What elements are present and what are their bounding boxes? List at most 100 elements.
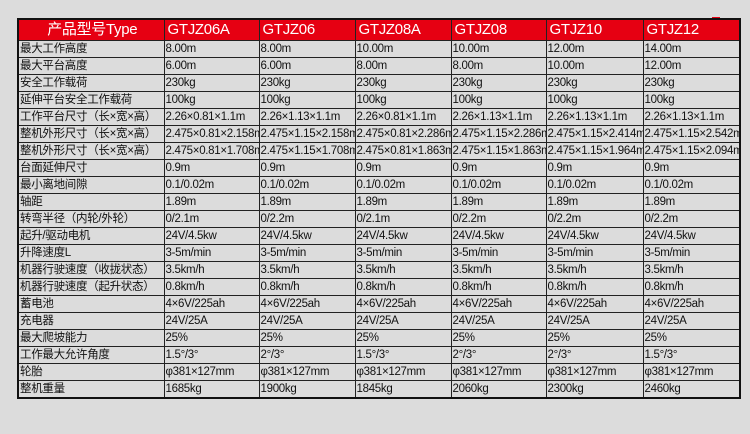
spec-label: 整机外形尺寸（长×宽×高） xyxy=(17,125,165,143)
header-type-label: 产品型号Type xyxy=(17,18,165,41)
header-model: GTJZ12 xyxy=(642,18,741,41)
spec-value: 4×6V/225ah xyxy=(450,295,547,313)
spec-value: φ381×127mm xyxy=(258,363,356,381)
spec-value: 4×6V/225ah xyxy=(545,295,644,313)
spec-value: 0.1/0.02m xyxy=(450,176,547,194)
table-row: 最小离地间隙 0.1/0.02m 0.1/0.02m 0.1/0.02m 0.1/0.0… xyxy=(17,176,741,194)
spec-value: 0.8km/h xyxy=(354,278,452,296)
spec-value: 25% xyxy=(450,329,547,347)
spec-value: 2.475×1.15×1.964m xyxy=(545,142,644,160)
spec-value: 0.1/0.02m xyxy=(258,176,356,194)
spec-value: 230kg xyxy=(354,74,452,92)
spec-value: 24V/4.5kw xyxy=(450,227,547,245)
table-row: 起升/驱动电机 24V/4.5kw 24V/4.5kw 24V/4.5kw 24V/4.… xyxy=(17,227,741,245)
spec-value: 2.475×1.15×2.414m xyxy=(545,125,644,143)
spec-value: 230kg xyxy=(450,74,547,92)
spec-value: 24V/25A xyxy=(642,312,741,330)
spec-value: 4×6V/225ah xyxy=(258,295,356,313)
spec-value: 8.00m xyxy=(163,40,260,58)
spec-value: 2.26×1.13×1.1m xyxy=(258,108,356,126)
spec-value: 24V/4.5kw xyxy=(258,227,356,245)
spec-value: 0.9m xyxy=(450,159,547,177)
spec-value: 2.26×0.81×1.1m xyxy=(354,108,452,126)
header-model: GTJZ06A xyxy=(163,18,260,41)
spec-value: 1.5°/3° xyxy=(354,346,452,364)
spec-value: 1.89m xyxy=(163,193,260,211)
spec-value: 2.26×1.13×1.1m xyxy=(642,108,741,126)
spec-value: 8.00m xyxy=(450,57,547,75)
spec-value: 1.89m xyxy=(450,193,547,211)
spec-label: 整机外形尺寸（长×宽×高） xyxy=(17,142,165,160)
spec-value: 0.9m xyxy=(163,159,260,177)
spec-value: 8.00m xyxy=(354,57,452,75)
spec-value: 3.5km/h xyxy=(642,261,741,279)
spec-value: 6.00m xyxy=(258,57,356,75)
spec-label: 工作最大允许角度 xyxy=(17,346,165,364)
spec-value: 25% xyxy=(258,329,356,347)
spec-value: 2.475×0.81×1.863m xyxy=(354,142,452,160)
table-row: 安全工作载荷 230kg 230kg 230kg 230kg 230kg 230kg xyxy=(17,74,741,92)
header-model: GTJZ08A xyxy=(354,18,452,41)
spec-value: 0.9m xyxy=(354,159,452,177)
spec-value: 2300kg xyxy=(545,380,644,399)
table-row: 最大平台高度 6.00m 6.00m 8.00m 8.00m 10.00m 12.00m xyxy=(17,57,741,75)
table-row: 台面延伸尺寸 0.9m 0.9m 0.9m 0.9m 0.9m 0.9m xyxy=(17,159,741,177)
spec-label: 升降速度L xyxy=(17,244,165,262)
spec-value: 24V/4.5kw xyxy=(354,227,452,245)
spec-label: 转弯半径（内轮/外轮） xyxy=(17,210,165,228)
spec-value: 3-5m/min xyxy=(163,244,260,262)
spec-value: 0.9m xyxy=(545,159,644,177)
spec-value: 12.00m xyxy=(545,40,644,58)
spec-value: 24V/4.5kw xyxy=(642,227,741,245)
spec-value: 100kg xyxy=(450,91,547,109)
spec-value: 3.5km/h xyxy=(545,261,644,279)
spec-value: 0.8km/h xyxy=(258,278,356,296)
spec-value: 0.1/0.02m xyxy=(354,176,452,194)
spec-value: 3.5km/h xyxy=(450,261,547,279)
table-row: 蓄电池 4×6V/225ah 4×6V/225ah 4×6V/225ah 4×6V/22… xyxy=(17,295,741,313)
spec-value: 0/2.1m xyxy=(163,210,260,228)
table-row: 最大工作高度 8.00m 8.00m 10.00m 10.00m 12.00m 14.00m xyxy=(17,40,741,58)
spec-label: 最大平台高度 xyxy=(17,57,165,75)
spec-label: 工作平台尺寸（长×宽×高） xyxy=(17,108,165,126)
spec-value: φ381×127mm xyxy=(354,363,452,381)
spec-value: φ381×127mm xyxy=(545,363,644,381)
spec-value: 8.00m xyxy=(258,40,356,58)
spec-value: 0.9m xyxy=(258,159,356,177)
spec-value: 2.475×1.15×1.863m xyxy=(450,142,547,160)
spec-value: 100kg xyxy=(163,91,260,109)
spec-value: 25% xyxy=(354,329,452,347)
spec-label: 台面延伸尺寸 xyxy=(17,159,165,177)
table-row: 整机外形尺寸（长×宽×高） 2.475×0.81×1.708m 2.475×1.15… xyxy=(17,142,741,160)
spec-value: 100kg xyxy=(354,91,452,109)
spec-value: 0.1/0.02m xyxy=(545,176,644,194)
table-row: 转弯半径（内轮/外轮） 0/2.1m 0/2.2m 0/2.1m 0/2.2m 0/2.2… xyxy=(17,210,741,228)
table-row: 机器行驶速度（收拢状态） 3.5km/h 3.5km/h 3.5km/h 3.5km/h… xyxy=(17,261,741,279)
spec-value: 2060kg xyxy=(450,380,547,399)
spec-value: 230kg xyxy=(258,74,356,92)
spec-value: 0/2.2m xyxy=(450,210,547,228)
spec-value: 3-5m/min xyxy=(642,244,741,262)
spec-value: 0.1/0.02m xyxy=(163,176,260,194)
spec-value: 6.00m xyxy=(163,57,260,75)
spec-value: 2.475×1.15×2.286m xyxy=(450,125,547,143)
spec-value: 3.5km/h xyxy=(258,261,356,279)
spec-value: 3-5m/min xyxy=(545,244,644,262)
spec-label: 轮胎 xyxy=(17,363,165,381)
table-row: 工作平台尺寸（长×宽×高） 2.26×0.81×1.1m 2.26×1.13×1.1… xyxy=(17,108,741,126)
spec-label: 最小离地间隙 xyxy=(17,176,165,194)
spec-value: 1.5°/3° xyxy=(642,346,741,364)
spec-value: 25% xyxy=(642,329,741,347)
spec-value: 2.475×1.15×2.158m xyxy=(258,125,356,143)
spec-value: 2.475×0.81×2.286m xyxy=(354,125,452,143)
spec-label: 安全工作载荷 xyxy=(17,74,165,92)
spec-label: 充电器 xyxy=(17,312,165,330)
spec-value: 4×6V/225ah xyxy=(642,295,741,313)
spec-value: 2.475×0.81×1.708m xyxy=(163,142,260,160)
spec-label: 最大爬坡能力 xyxy=(17,329,165,347)
table-row: 延伸平台安全工作载荷 100kg 100kg 100kg 100kg 100kg 100kg xyxy=(17,91,741,109)
header-model: GTJZ08 xyxy=(450,18,547,41)
spec-value: 0.8km/h xyxy=(642,278,741,296)
spec-value: 230kg xyxy=(163,74,260,92)
spec-value: 10.00m xyxy=(545,57,644,75)
